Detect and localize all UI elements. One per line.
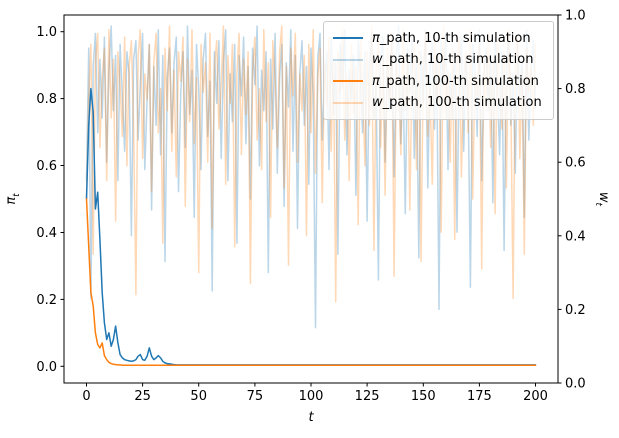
legend-item-pi-path-10: π_path, 10-th simulation — [333, 31, 544, 46]
y-left-tick-label: 0.4 — [36, 226, 57, 241]
pi-path-100-line — [85, 198, 537, 367]
y-axis-ticks: 0.0 0.0 0.2 0.2 0.4 0.4 0.6 0.6 0.8 0.8 1.0 1.0 — [36, 9, 585, 392]
y-right-tick-label: 0.0 — [565, 377, 586, 392]
y-axis-label-right: wt — [593, 192, 611, 206]
x-tick-label: 175 — [467, 389, 492, 404]
x-axis-ticks: 0 25 50 75 100 125 150 175 200 — [82, 383, 548, 404]
legend-swatch-pi-path-10 — [333, 37, 363, 40]
y-left-tick-label: 0.0 — [36, 360, 57, 375]
x-tick-label: 125 — [355, 389, 380, 404]
y-left-tick-label: 1.0 — [36, 25, 57, 40]
y-right-tick-label: 0.2 — [565, 303, 586, 318]
x-axis-label: t — [64, 410, 558, 425]
x-tick-label: 0 — [82, 389, 90, 404]
legend-label-w-path-100: w_path, 100-th simulation — [372, 95, 542, 111]
xlabel-text: t — [308, 410, 314, 425]
legend-item-w-path-10: w_path, 10-th simulation — [333, 52, 544, 67]
legend-label-pi-path-100: π_path, 100-th simulation — [372, 73, 539, 89]
x-tick-label: 100 — [299, 389, 324, 404]
w-path-100-line — [85, 25, 537, 303]
y-left-tick-label: 0.8 — [36, 92, 57, 107]
legend-label-w-path-10: w_path, 10-th simulation — [372, 52, 534, 68]
x-tick-label: 200 — [523, 389, 548, 404]
x-tick-label: 75 — [247, 389, 264, 404]
y-right-tick-label: 1.0 — [565, 9, 586, 24]
legend-swatch-pi-path-100 — [333, 80, 363, 83]
legend-item-w-path-100: w_path, 100-th simulation — [333, 95, 544, 110]
y-right-tick-label: 0.6 — [565, 156, 586, 171]
y-right-tick-label: 0.4 — [565, 229, 586, 244]
y-axis-label-left: πt — [4, 193, 22, 204]
ylabel-left-symbol: π — [4, 196, 20, 205]
x-tick-label: 50 — [190, 389, 207, 404]
ylabel-left-sub: t — [11, 193, 22, 197]
y-left-tick-label: 0.2 — [36, 293, 57, 308]
legend-item-pi-path-100: π_path, 100-th simulation — [333, 74, 544, 89]
legend-swatch-w-path-100 — [333, 101, 363, 104]
x-tick-label: 150 — [411, 389, 436, 404]
legend: π_path, 10-th simulation w_path, 10-th si… — [323, 21, 554, 120]
y-right-tick-label: 0.8 — [565, 82, 586, 97]
y-left-tick-label: 0.6 — [36, 159, 57, 174]
legend-label-pi-path-10: π_path, 10-th simulation — [372, 30, 531, 46]
ylabel-right-sub: t — [593, 202, 604, 207]
ylabel-right-symbol: w — [595, 191, 611, 203]
legend-swatch-w-path-10 — [333, 58, 363, 61]
x-tick-label: 25 — [134, 389, 151, 404]
